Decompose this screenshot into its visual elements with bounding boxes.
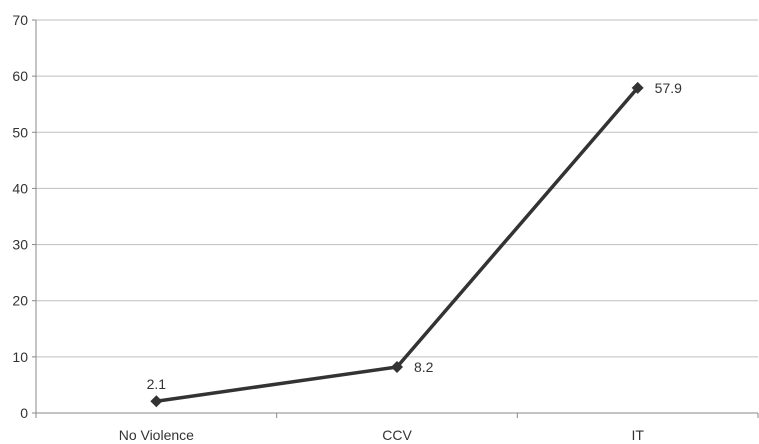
x-axis-tick-labels: No Violence CCV IT [119,427,645,443]
gridlines [36,19,758,358]
data-point-marker [391,360,403,373]
data-labels: 2.1 8.2 57.9 [147,80,683,392]
y-tick-label: 60 [12,68,28,84]
y-tick-label: 10 [12,349,28,365]
series [150,81,644,408]
y-tick-label: 0 [20,405,28,421]
y-axis-tick-labels: 0 10 20 30 40 50 60 70 [12,12,28,421]
data-point-marker [150,395,163,408]
x-tick-label: CCV [382,427,412,443]
data-label: 2.1 [147,376,167,392]
y-tick-label: 70 [12,12,28,28]
y-tick-label: 40 [12,180,28,196]
data-point-marker [631,81,644,94]
y-tick-label: 20 [12,293,28,309]
data-label: 57.9 [655,80,682,96]
x-tick-label: IT [631,427,644,443]
y-tick-label: 30 [12,237,28,253]
data-label: 8.2 [414,359,434,375]
x-tick-label: No Violence [119,427,194,443]
axes [32,19,759,418]
y-tick-label: 50 [12,124,28,140]
